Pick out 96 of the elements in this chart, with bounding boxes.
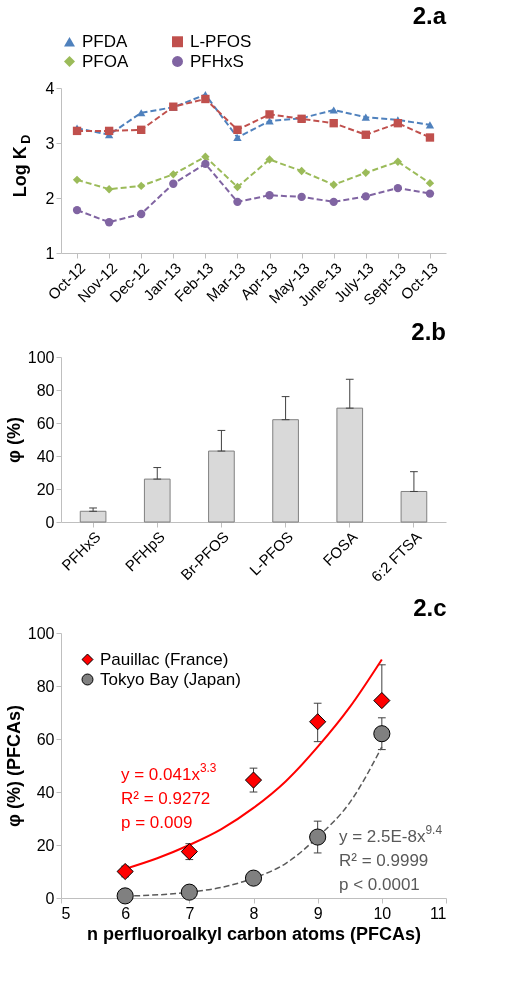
x-tick-label: 9 [313, 904, 323, 922]
y-tick-label: 80 [36, 677, 55, 695]
y-tick-label: 60 [36, 730, 55, 748]
point [233, 197, 242, 207]
y-tick-label: 3 [45, 134, 55, 152]
point [233, 182, 242, 192]
point [137, 181, 146, 191]
legend-label: L-PFOS [190, 31, 252, 51]
point [393, 119, 403, 128]
bar [79, 510, 107, 523]
point [393, 157, 403, 166]
point [169, 179, 178, 188]
y-tick-label: 40 [36, 783, 55, 801]
annotation: R² = 0.9272 [121, 789, 211, 808]
y-tick-label: 100 [27, 348, 55, 366]
point [137, 209, 146, 219]
point [309, 713, 327, 731]
point [373, 725, 391, 743]
chart-title: 2.c [413, 594, 447, 621]
point [361, 130, 370, 139]
point [104, 185, 114, 194]
x-tick-label: 10 [373, 904, 392, 922]
point [373, 692, 391, 710]
point [116, 862, 134, 881]
point [72, 205, 82, 215]
point [116, 887, 134, 905]
x-tick-label: 6 [121, 904, 131, 922]
annotation: p < 0.0001 [339, 875, 420, 894]
point [425, 189, 435, 198]
point [201, 94, 210, 104]
legend-label: PFDA [82, 31, 128, 51]
point [233, 125, 242, 134]
y-tick-label: 4 [45, 79, 55, 97]
point [104, 126, 114, 136]
legend-label: PFOA [82, 51, 129, 71]
x-tick-label: 8 [249, 904, 259, 922]
bar [208, 450, 235, 523]
y-tick-label: 2 [45, 189, 55, 207]
x-axis-title: n perfluoroalkyl carbon atoms (PFCAs) [86, 923, 422, 944]
bar [400, 490, 428, 523]
point [265, 155, 274, 164]
point [361, 168, 370, 177]
bar [272, 419, 299, 523]
point [329, 119, 338, 128]
point [265, 110, 274, 119]
x-tick-label: 7 [185, 904, 195, 922]
point [297, 192, 306, 202]
point [309, 828, 327, 846]
y-tick-label: 60 [36, 414, 55, 432]
point [329, 180, 338, 189]
y-tick-label: 40 [36, 447, 55, 465]
point [425, 121, 435, 129]
point [297, 166, 306, 176]
point [425, 178, 435, 188]
point [201, 159, 210, 169]
point [104, 218, 114, 227]
bar [336, 407, 364, 523]
chart-title: 2.a [412, 2, 447, 29]
point [244, 869, 263, 887]
y-tick-label: 100 [27, 624, 55, 642]
legend-label: Pauillac (France) [100, 649, 229, 669]
point [72, 175, 82, 185]
annotation: p = 0.009 [121, 813, 193, 832]
y-axis-title: φ (%) [3, 417, 24, 463]
bar [143, 478, 171, 523]
y-tick-label: 0 [45, 513, 55, 531]
y-tick-label: 80 [36, 381, 55, 399]
point [329, 106, 338, 114]
point [425, 133, 435, 142]
y-axis-title: Log KD [10, 134, 34, 198]
point [265, 117, 274, 125]
y-axis-title: φ (%) (PFCAs) [3, 705, 24, 827]
point [201, 152, 210, 161]
point [361, 113, 370, 121]
annotation: R² = 0.9999 [339, 851, 429, 870]
point [72, 126, 82, 136]
x-tick-label: 11 [429, 904, 447, 922]
point [265, 191, 274, 200]
y-tick-label: 0 [45, 889, 55, 907]
point [180, 883, 198, 901]
chart-title: 2.b [411, 318, 446, 345]
point [137, 109, 146, 117]
point [180, 843, 198, 861]
point [233, 133, 242, 142]
point [393, 183, 403, 193]
point [137, 125, 146, 134]
point [329, 197, 338, 207]
y-tick-label: 20 [36, 836, 55, 854]
point [169, 170, 178, 179]
y-tick-label: 1 [45, 244, 55, 262]
point [244, 771, 263, 789]
point [361, 192, 370, 201]
legend-label: PFHxS [190, 51, 244, 71]
y-tick-label: 20 [36, 480, 55, 498]
x-tick-label: 5 [61, 904, 71, 922]
legend-label: Tokyo Bay (Japan) [100, 669, 241, 689]
